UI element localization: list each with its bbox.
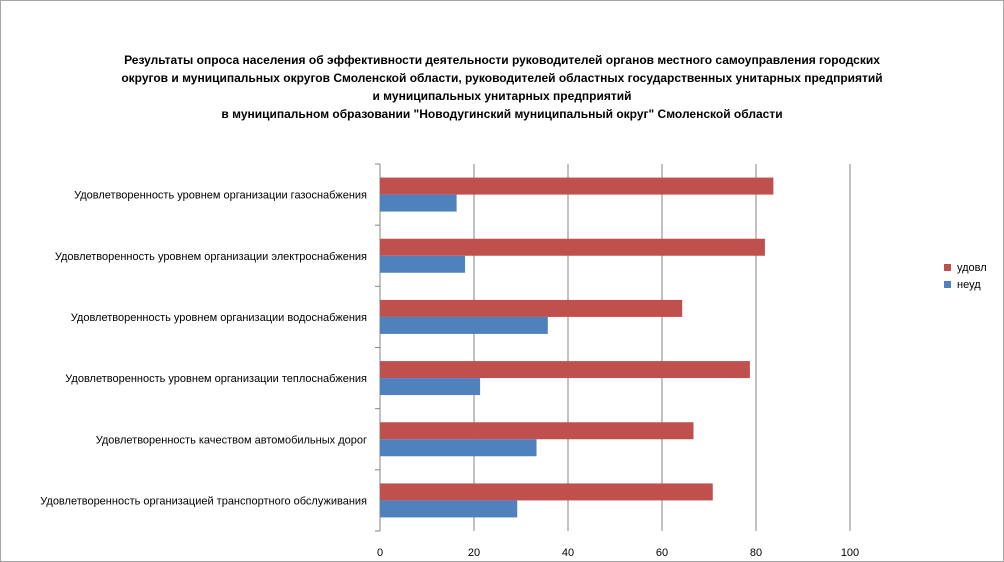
bar-udovl <box>380 177 774 195</box>
bar-neud <box>380 255 466 273</box>
category-label: Удовлетворенность организацией транспорт… <box>40 495 367 507</box>
category-label: Удовлетворенность уровнем организации во… <box>71 312 367 324</box>
chart-title-line-3: и муниципальных унитарных предприятий <box>372 89 632 103</box>
bar-udovl <box>380 422 694 440</box>
bar-udovl <box>380 299 683 317</box>
x-tick-label: 20 <box>468 547 480 559</box>
chart-title: Результаты опроса населения об эффективн… <box>0 51 1004 123</box>
category-label: Удовлетворенность уровнем организации те… <box>65 373 367 385</box>
x-tick-label: 0 <box>377 547 383 559</box>
bar-udovl <box>380 483 713 501</box>
bar-neud <box>380 194 457 212</box>
legend-swatch <box>944 281 951 288</box>
bar-udovl <box>380 238 765 256</box>
legend-swatch <box>944 264 951 271</box>
bar-udovl <box>380 361 750 379</box>
x-tick-label: 40 <box>562 547 574 559</box>
bar-neud <box>380 316 548 334</box>
category-label: Удовлетворенность качеством автомобильны… <box>96 434 367 446</box>
chart-title-line-1: Результаты опроса населения об эффективн… <box>124 53 880 67</box>
category-label: Удовлетворенность уровнем организации га… <box>74 190 367 202</box>
x-tick-label: 80 <box>750 547 762 559</box>
legend-label: удовл <box>957 262 987 274</box>
chart-title-line-2: округов и муниципальных округов Смоленск… <box>121 71 883 85</box>
bar-neud <box>380 378 481 396</box>
chart-title-line-4: в муниципальном образовании "Новодугинск… <box>221 107 783 121</box>
x-tick-label: 100 <box>841 547 859 559</box>
x-tick-label: 60 <box>656 547 668 559</box>
category-label: Удовлетворенность уровнем организации эл… <box>55 251 367 263</box>
legend-label: неуд <box>957 279 981 291</box>
bar-neud <box>380 439 537 457</box>
bar-neud <box>380 500 518 518</box>
